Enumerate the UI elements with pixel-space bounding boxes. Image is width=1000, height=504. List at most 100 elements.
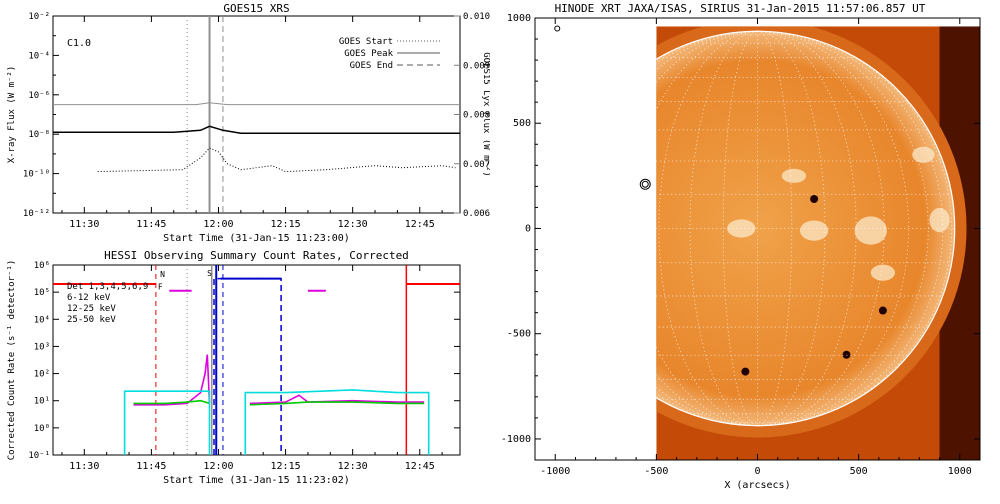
hessi-count-rate-chart: HESSI Observing Summary Count Rates, Cor… — [7, 249, 461, 486]
hessi-y-axis-label: Corrected Count Rate (s⁻¹ detector⁻¹) — [7, 260, 17, 460]
goes-xrs-panel: GOES15 XRS 11:30 11:45 12:00 12:15 12:30 12:45… — [0, 0, 491, 245]
xrt-grid-longitude — [757, 30, 885, 427]
goes-y-tick-label: 10⁻¹⁰ — [23, 170, 50, 180]
hessi-y-tick-label: 10² — [34, 370, 50, 380]
hessi-flag-n: N — [160, 270, 165, 279]
hessi-series-0 — [133, 354, 211, 406]
hessi-x-tick-label: 11:30 — [69, 461, 99, 472]
xrt-solar-disk — [656, 31, 955, 426]
goes-series-line-0 — [53, 102, 460, 106]
hessi-x-tick-label: 12:30 — [338, 461, 368, 472]
xrt-y-tick-label: 1000 — [507, 13, 531, 24]
hessi-x-tick-label: 12:45 — [405, 461, 435, 472]
goes-legend-label: GOES End — [350, 61, 393, 71]
goes-y-tick-label: 10⁻⁴ — [28, 51, 50, 61]
xrt-active-region — [854, 216, 887, 245]
xrt-dark-spot — [810, 195, 819, 204]
xrt-grid-longitude — [757, 30, 793, 427]
xrt-grid-longitude — [656, 30, 758, 427]
goes-y-axis-label: X-ray Flux (W m⁻²) — [7, 66, 17, 164]
goes-x-tick-label: 12:00 — [203, 219, 233, 230]
hessi-flag-s: S — [207, 269, 212, 278]
xrt-marker-circle — [641, 180, 649, 188]
xrt-x-tick-label: -1000 — [540, 466, 570, 477]
xrt-active-region — [781, 168, 807, 183]
goes-x-tick-label: 12:45 — [405, 219, 435, 230]
goes-y-tick-label: 10⁻⁶ — [28, 91, 50, 101]
goes-y2-axis-label: GOES15 Lyx Flux (W m⁻²) — [481, 52, 490, 177]
xrt-x-axis-label: X (arcsecs) — [724, 480, 790, 491]
goes-y2-tick-label: 0.008 — [463, 111, 490, 121]
xrt-grid-longitude — [757, 30, 952, 427]
xrt-x-tick-label: 0 — [754, 466, 760, 477]
hessi-y-tick-label: 10⁵ — [34, 288, 50, 298]
xrt-grid-longitude — [757, 30, 943, 427]
hessi-series-2 — [244, 389, 430, 455]
xrt-y-tick-label: 500 — [513, 118, 531, 129]
goes-plot-frame — [52, 15, 461, 214]
hessi-x-tick-label: 11:45 — [136, 461, 166, 472]
hessi-blue-block — [213, 277, 282, 455]
xrt-marker-circle — [554, 25, 561, 32]
xrt-dark-spot — [741, 367, 750, 376]
hessi-legend-label: 25-50 keV — [67, 315, 116, 325]
hessi-series-1 — [249, 401, 425, 406]
hessi-y-tick-label: 10⁴ — [34, 315, 50, 325]
hessi-flag-f: F — [158, 282, 163, 291]
xrt-limb — [656, 30, 956, 427]
goes-xrs-chart: GOES15 XRS 11:30 11:45 12:00 12:15 12:30 12:45… — [7, 2, 491, 244]
hessi-y-tick-label: 10⁻¹ — [28, 451, 50, 461]
xrt-active-region — [799, 220, 829, 241]
xrt-dark-spot — [842, 350, 851, 359]
hessi-panel: HESSI Observing Summary Count Rates, Cor… — [0, 245, 490, 500]
goes-series-line-1 — [53, 125, 460, 134]
xrt-grid-longitude — [658, 30, 758, 427]
goes-x-tick-label: 11:30 — [69, 219, 99, 230]
xrt-active-region — [929, 207, 950, 233]
xrt-title: HINODE XRT JAXA/ISAS, SIRIUS 31-Jan-2015… — [555, 2, 926, 15]
goes-series-line-2 — [97, 147, 456, 173]
hessi-legend-label: Det 1,3,4,5,6,9 — [67, 282, 148, 292]
xrt-y-tick-label: 0 — [525, 223, 531, 234]
hessi-legend-label: 12-25 keV — [67, 304, 116, 314]
hessi-y-tick-label: 10¹ — [34, 397, 50, 407]
hessi-legend-label: 6-12 keV — [67, 293, 111, 303]
hessi-plot-frame — [52, 264, 461, 456]
xrt-dark-spot — [878, 306, 887, 315]
xrt-image-group — [656, 26, 980, 461]
goes-x-tick-label: 12:15 — [271, 219, 301, 230]
xrt-active-region — [912, 146, 935, 163]
xrt-grid-longitude — [757, 30, 826, 427]
xrt-active-region — [727, 219, 756, 238]
xrt-grid-longitude — [722, 30, 758, 427]
goes-legend-label: GOES Start — [339, 37, 393, 47]
hessi-title: HESSI Observing Summary Count Rates, Cor… — [104, 249, 409, 262]
xrt-grid-longitude — [689, 30, 758, 427]
xrt-marker-circle — [639, 178, 651, 190]
hessi-x-tick-label: 12:15 — [271, 461, 301, 472]
hessi-series-1 — [133, 399, 210, 405]
xrt-grid-longitude — [757, 30, 857, 427]
xrt-active-region — [870, 264, 896, 281]
goes-class-label: C1.0 — [67, 38, 91, 49]
xrt-y-tick-label: -1000 — [501, 434, 531, 445]
goes-y-tick-label: 10⁻² — [28, 12, 50, 22]
xrt-x-tick-label: 500 — [850, 466, 868, 477]
goes-y2-tick-label: 0.007 — [463, 160, 490, 170]
hessi-y-tick-label: 10³ — [34, 342, 50, 352]
goes-y2-tick-label: 0.010 — [463, 12, 490, 22]
goes-y-tick-label: 10⁻⁸ — [28, 130, 50, 140]
goes-x-tick-label: 11:45 — [136, 219, 166, 230]
goes-y-tick-label: 10⁻¹² — [23, 209, 50, 219]
xrt-solar-image: HINODE XRT JAXA/ISAS, SIRIUS 31-Jan-2015… — [501, 2, 981, 491]
hessi-series-2 — [123, 390, 211, 455]
goes-x-tick-label: 12:30 — [338, 219, 368, 230]
hessi-x-tick-label: 12:00 — [203, 461, 233, 472]
hessi-x-axis-label: Start Time (31-Jan-15 11:23:02) — [163, 475, 350, 486]
goes-x-axis-label: Start Time (31-Jan-15 11:23:00) — [163, 233, 350, 244]
xrt-grid-longitude — [656, 30, 758, 427]
goes-y2-tick-label: 0.006 — [463, 209, 490, 219]
goes-title: GOES15 XRS — [223, 2, 289, 15]
xrt-y-tick-label: -500 — [507, 329, 531, 340]
goes-y2-tick-label: 0.009 — [463, 61, 490, 71]
